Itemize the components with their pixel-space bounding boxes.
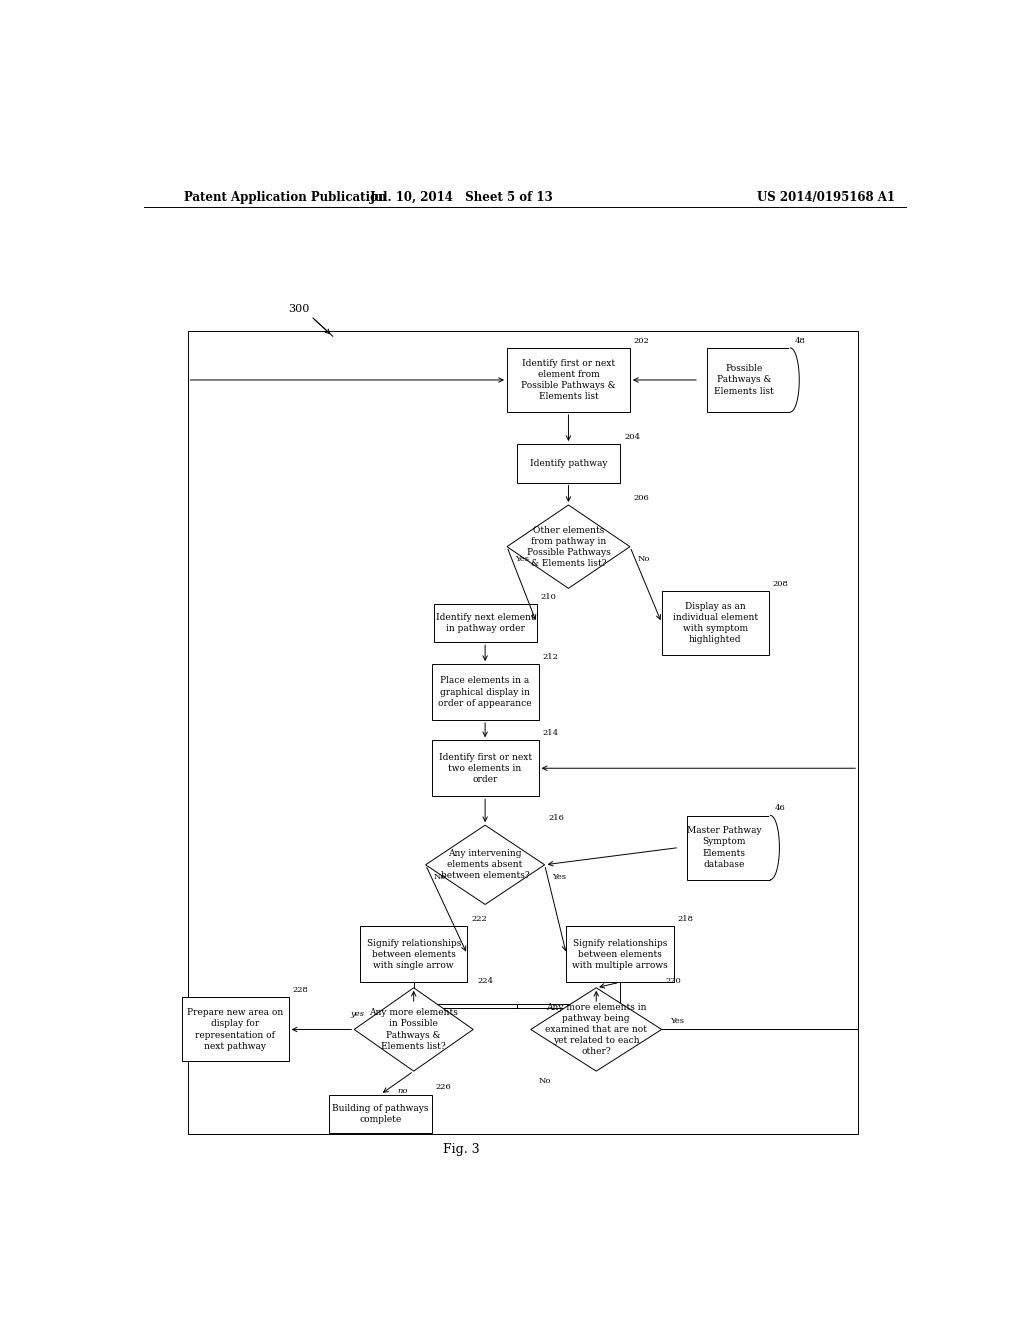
Text: Yes: Yes [515,554,528,562]
FancyBboxPatch shape [687,816,770,879]
Text: Identify next element
in pathway order: Identify next element in pathway order [436,612,535,634]
Polygon shape [770,816,779,879]
Text: 226: 226 [436,1084,452,1092]
Text: Prepare new area on
display for
representation of
next pathway: Prepare new area on display for represen… [187,1008,284,1051]
Polygon shape [354,987,473,1071]
Text: Any intervening
elements absent
between elements?: Any intervening elements absent between … [440,849,529,880]
Polygon shape [791,348,800,412]
Text: 202: 202 [634,337,649,345]
Text: 208: 208 [773,579,788,587]
FancyBboxPatch shape [517,444,621,483]
Text: Identify first or next
element from
Possible Pathways &
Elements list: Identify first or next element from Poss… [521,359,615,401]
Polygon shape [507,506,630,589]
FancyBboxPatch shape [360,927,467,982]
Text: Any more elements
in Possible
Pathways &
Elements list?: Any more elements in Possible Pathways &… [370,1008,458,1051]
Text: 46: 46 [774,804,785,812]
Text: Yes: Yes [553,873,566,880]
Text: Jul. 10, 2014   Sheet 5 of 13: Jul. 10, 2014 Sheet 5 of 13 [370,190,553,203]
Text: no: no [397,1088,409,1096]
Text: 228: 228 [293,986,308,994]
Text: Building of pathways
complete: Building of pathways complete [332,1104,429,1123]
Text: Identify pathway: Identify pathway [529,459,607,467]
Polygon shape [530,987,662,1071]
Text: Patent Application Publication: Patent Application Publication [183,190,386,203]
Text: No: No [433,873,445,880]
Text: Other elements
from pathway in
Possible Pathways
& Elements list?: Other elements from pathway in Possible … [526,525,610,568]
Text: 204: 204 [624,433,640,441]
Text: Identify first or next
two elements in
order: Identify first or next two elements in o… [438,752,531,784]
FancyBboxPatch shape [662,591,769,655]
FancyBboxPatch shape [181,998,289,1061]
Text: Fig. 3: Fig. 3 [443,1143,479,1156]
FancyBboxPatch shape [431,741,539,796]
Text: 212: 212 [543,653,558,661]
Text: 216: 216 [549,814,564,822]
Text: Signify relationships
between elements
with multiple arrows: Signify relationships between elements w… [572,939,668,970]
Text: 48: 48 [795,337,805,345]
Polygon shape [426,825,545,904]
FancyBboxPatch shape [566,927,674,982]
Text: Any more elements in
pathway being
examined that are not
yet related to each
oth: Any more elements in pathway being exami… [545,1003,647,1056]
Text: 224: 224 [477,977,494,985]
Text: 220: 220 [666,977,681,985]
FancyBboxPatch shape [329,1094,432,1133]
Text: 222: 222 [471,915,487,923]
Text: 214: 214 [543,729,559,738]
FancyBboxPatch shape [507,348,630,412]
FancyBboxPatch shape [707,348,791,412]
Text: No: No [539,1077,551,1085]
FancyBboxPatch shape [431,664,539,719]
FancyBboxPatch shape [433,603,537,643]
Text: Master Pathway
Symptom
Elements
database: Master Pathway Symptom Elements database [687,826,762,869]
Text: Signify relationships
between elements
with single arrow: Signify relationships between elements w… [367,939,461,970]
Text: Display as an
individual element
with symptom
highlighted: Display as an individual element with sy… [673,602,758,644]
Text: US 2014/0195168 A1: US 2014/0195168 A1 [758,190,895,203]
Text: Place elements in a
graphical display in
order of appearance: Place elements in a graphical display in… [438,676,531,708]
Text: 210: 210 [541,593,557,601]
Text: 218: 218 [678,915,693,923]
Text: yes: yes [350,1010,365,1018]
Text: 300: 300 [288,304,309,314]
Text: Possible
Pathways &
Elements list: Possible Pathways & Elements list [714,364,774,396]
Text: Yes: Yes [670,1018,684,1026]
Text: 206: 206 [634,494,649,502]
Text: No: No [638,554,650,562]
